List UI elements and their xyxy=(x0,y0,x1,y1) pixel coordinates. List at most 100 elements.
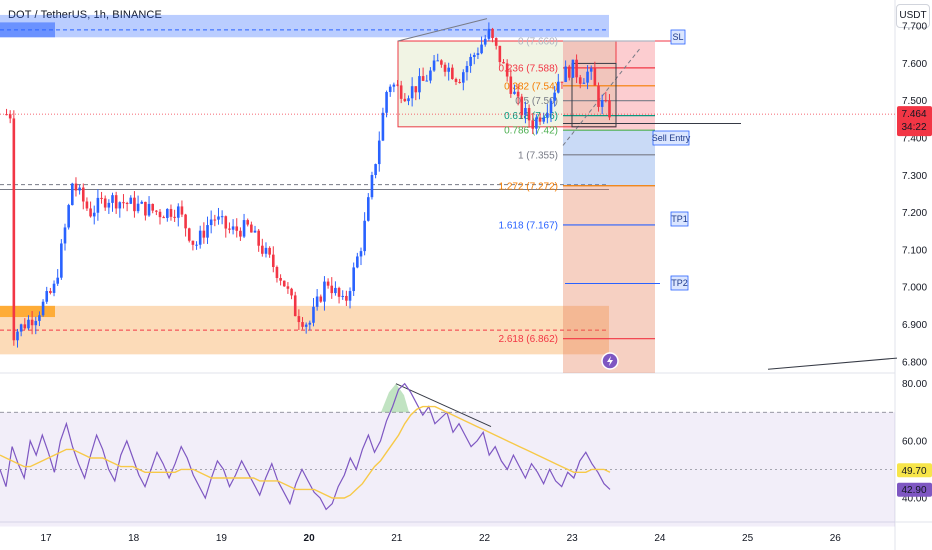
candle-body xyxy=(27,319,30,329)
candle-body xyxy=(206,225,209,238)
candle-body xyxy=(71,183,74,206)
candle-body xyxy=(465,65,469,73)
candle-body xyxy=(487,28,491,39)
candle-body xyxy=(524,107,527,116)
candle-body xyxy=(542,117,545,122)
candle-body xyxy=(100,197,103,199)
fib-level-label: 1 (7.355) xyxy=(518,150,558,161)
candle-body xyxy=(41,301,45,316)
candle-body xyxy=(23,324,27,329)
candle-body xyxy=(498,45,502,63)
candle-body xyxy=(323,281,326,302)
candle-body xyxy=(604,100,608,102)
candle-body xyxy=(326,281,330,286)
candle-body xyxy=(483,38,487,45)
candle-body xyxy=(593,68,597,86)
price-pane: 0 (7.660) 0.236 (7.588) 0.382 (7.54) 0.5 (7… xyxy=(0,14,898,373)
candle-body xyxy=(275,266,279,279)
candle-body xyxy=(49,291,52,293)
candle-body xyxy=(173,216,176,218)
candle-body xyxy=(527,107,531,121)
candle-body xyxy=(129,197,133,204)
candle-body xyxy=(491,28,494,39)
candle-body xyxy=(472,54,476,57)
price-tick-label: 7.600 xyxy=(902,59,927,70)
candle-body xyxy=(454,79,458,82)
bar-countdown: 34:22 xyxy=(901,122,926,133)
candle-body xyxy=(38,315,41,321)
candle-body xyxy=(147,203,151,216)
time-tick-label: 22 xyxy=(479,533,491,544)
candle-body xyxy=(334,287,337,294)
candle-body xyxy=(440,60,443,65)
consolidation-box xyxy=(571,62,617,128)
annotation-tag-box xyxy=(652,130,690,146)
candle-body xyxy=(341,295,345,297)
rsi-ma-value: 49.70 xyxy=(901,466,926,477)
candle-body xyxy=(462,72,465,83)
candle-body xyxy=(195,244,198,246)
fib-level-label: 0.5 (7.50) xyxy=(515,96,558,107)
candle-body xyxy=(429,70,432,81)
fib-level-label: 0.786 (7.42) xyxy=(504,126,558,137)
currency-button[interactable]: USDT xyxy=(896,4,930,28)
supply-zone-volume xyxy=(0,22,55,38)
candle-body xyxy=(268,247,271,255)
candle-body xyxy=(242,220,246,237)
candle-body xyxy=(213,219,217,221)
candle-body xyxy=(239,230,242,237)
rsi-tick-label: 60.00 xyxy=(902,436,927,447)
candle-body xyxy=(319,296,323,302)
candle-body xyxy=(315,296,319,307)
candle-body xyxy=(582,82,586,84)
last-price-value: 7.464 xyxy=(901,109,926,120)
candle-body xyxy=(549,100,553,114)
candle-body xyxy=(352,267,355,292)
rsi-value: 42.90 xyxy=(901,485,926,496)
candle-body xyxy=(399,85,403,99)
candle-body xyxy=(166,208,169,218)
candle-body xyxy=(180,206,184,215)
candle-body xyxy=(557,81,560,93)
candle-body xyxy=(407,98,410,102)
candle-body xyxy=(546,113,549,118)
candle-body xyxy=(140,201,144,204)
candle-body xyxy=(89,208,92,217)
candle-body xyxy=(505,63,509,77)
candle-body xyxy=(220,216,224,218)
candle-body xyxy=(176,206,180,218)
rsi-ma-line xyxy=(0,405,611,499)
candle-body xyxy=(578,77,582,84)
candle-body xyxy=(125,202,129,204)
candle-body xyxy=(458,81,461,83)
candle-body xyxy=(103,198,107,208)
candle-body xyxy=(56,277,59,284)
short-reward-area-blue xyxy=(563,130,655,187)
alert-lightning-icon[interactable] xyxy=(601,352,619,370)
candle-body xyxy=(217,216,220,220)
candle-body xyxy=(330,285,334,294)
candle-body xyxy=(228,228,231,230)
fib-level-label: 1.618 (7.167) xyxy=(499,220,559,231)
candle-body xyxy=(363,220,366,252)
candle-body xyxy=(469,56,472,66)
demand-zone-volume xyxy=(0,305,55,318)
last-price-badge xyxy=(897,106,932,137)
rsi-divergence-line xyxy=(395,383,492,428)
candle-body xyxy=(224,216,228,229)
candle-body xyxy=(155,210,158,212)
candle-body xyxy=(589,68,593,72)
candle-body xyxy=(600,100,604,107)
rsi-badge xyxy=(897,482,932,497)
time-tick-label: 17 xyxy=(40,533,52,544)
candle-body xyxy=(118,202,122,209)
candle-body xyxy=(198,230,202,245)
candle-body xyxy=(447,67,450,72)
annotation-tag-box xyxy=(670,211,689,227)
candle-body xyxy=(191,240,195,245)
candle-body xyxy=(162,217,165,219)
candle-body xyxy=(286,286,290,289)
candle-body xyxy=(8,114,12,119)
candle-body xyxy=(264,247,268,254)
